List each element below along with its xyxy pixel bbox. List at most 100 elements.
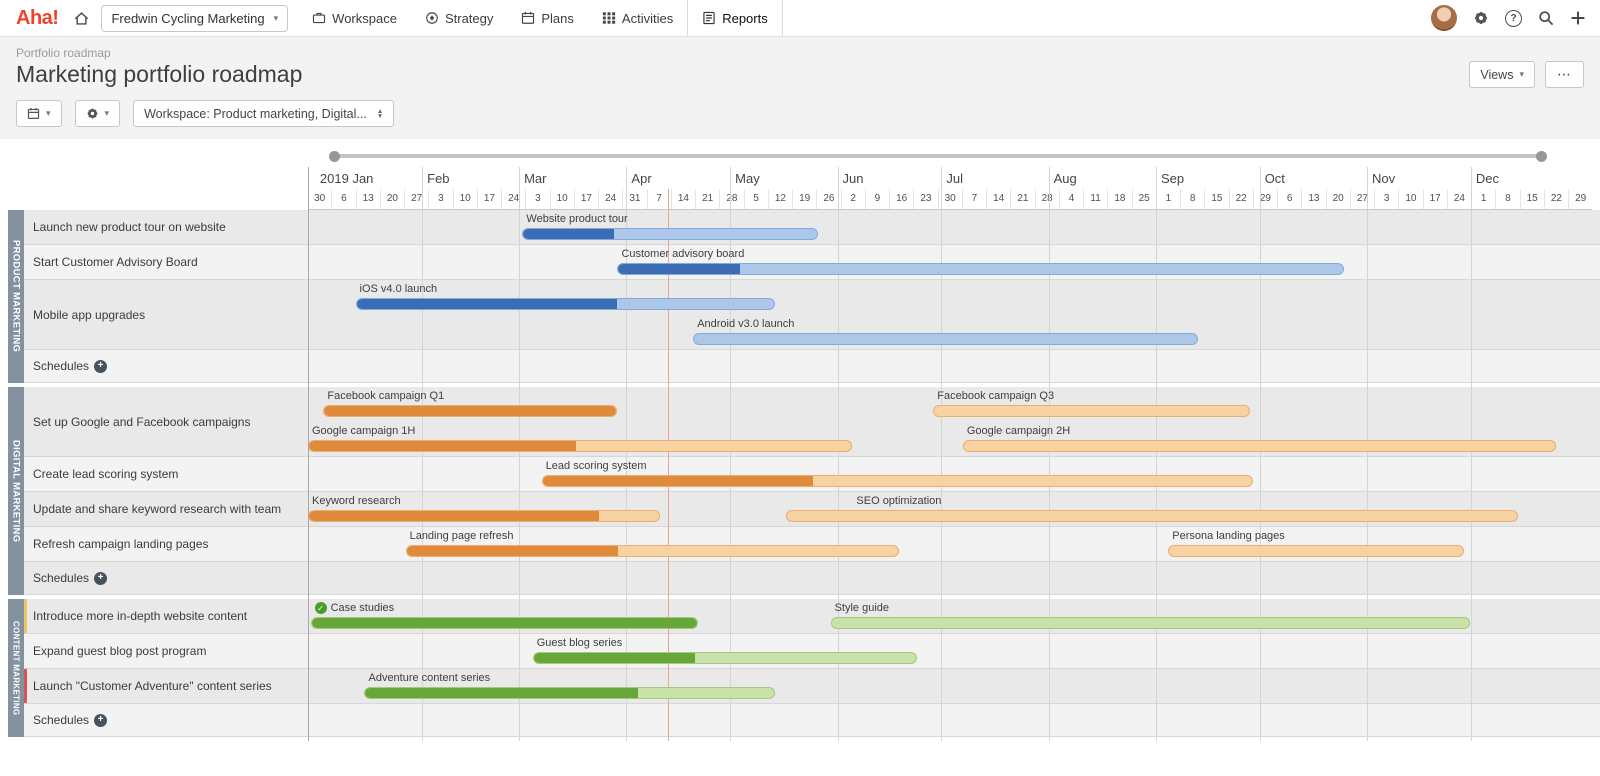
week-label: 10: [551, 189, 575, 209]
week-label: 3: [526, 189, 551, 209]
row-title-text: Start Customer Advisory Board: [33, 255, 198, 269]
bar-lane: iOS v4.0 launch: [308, 280, 1592, 315]
bar-label: Guest blog series: [537, 637, 623, 649]
user-avatar[interactable]: [1431, 5, 1457, 31]
row-title[interactable]: Launch new product tour on website: [24, 210, 308, 244]
row-title[interactable]: Expand guest blog post program: [24, 634, 308, 668]
gantt-bar[interactable]: [405, 545, 899, 557]
bar-label: Website product tour: [526, 213, 627, 225]
workspace-selector[interactable]: Fredwin Cycling Marketing ▾: [101, 4, 289, 32]
gantt-bar[interactable]: [1168, 545, 1464, 557]
breadcrumb[interactable]: Portfolio roadmap: [16, 46, 111, 60]
timeline-scrollbar[interactable]: [329, 150, 1547, 162]
schedules-label[interactable]: Schedules +: [24, 350, 308, 382]
week-label: 13: [1302, 189, 1327, 209]
week-label: 10: [1399, 189, 1424, 209]
nav-tab-plans[interactable]: Plans: [507, 0, 588, 36]
week-label: 29: [1575, 193, 1587, 204]
add-schedule-button[interactable]: +: [94, 359, 108, 373]
week-label: 20: [1327, 189, 1351, 209]
weeks-header: 30 6 13 20 27 3 10 17 24 3 10 17 24 31 7 14 21 28 5 12 19 26 2…: [308, 189, 1592, 210]
row-lanes: [308, 704, 1592, 736]
gantt-bar[interactable]: [541, 475, 1254, 487]
week-label: 13: [357, 189, 381, 209]
month-label: Feb: [427, 171, 450, 186]
nav-tab-workspace[interactable]: Workspace: [298, 0, 411, 36]
workspace-filter[interactable]: Workspace: Product marketing, Digital...…: [133, 100, 395, 127]
help-button[interactable]: ?: [1505, 9, 1522, 27]
gantt-bar[interactable]: [693, 333, 1198, 345]
section-rows: Introduce more in-depth website content ✓…: [24, 599, 1600, 737]
month-label: Nov: [1372, 171, 1396, 186]
timeline-scrollbar-left-handle[interactable]: [329, 150, 340, 162]
week-label: 14: [987, 189, 1012, 209]
gantt-bar[interactable]: [323, 405, 618, 417]
timeline-scrollbar-right-handle[interactable]: [1536, 150, 1547, 162]
row-title[interactable]: Create lead scoring system: [24, 457, 308, 491]
gantt-bar[interactable]: [785, 510, 1518, 522]
week-label: 27: [1351, 189, 1375, 209]
schedules-label[interactable]: Schedules +: [24, 562, 308, 594]
row-title[interactable]: Refresh campaign landing pages: [24, 527, 308, 561]
week-label: 4: [1060, 189, 1084, 209]
gantt-bar[interactable]: [962, 440, 1557, 452]
nav-tab-activities[interactable]: Activities: [588, 0, 687, 36]
section-rows: Launch new product tour on website Websit…: [24, 210, 1600, 383]
add-schedule-button[interactable]: +: [94, 571, 108, 585]
week-label: 22: [1230, 189, 1254, 209]
row-title[interactable]: Mobile app upgrades: [24, 280, 308, 349]
bar-lane: Android v3.0 launch: [308, 315, 1592, 350]
add-schedule-button[interactable]: +: [94, 713, 108, 727]
row-title[interactable]: Set up Google and Facebook campaigns: [24, 387, 308, 456]
more-options-button[interactable]: ⋯: [1545, 61, 1584, 88]
schedules-label[interactable]: Schedules +: [24, 704, 308, 736]
gantt-bar[interactable]: [308, 510, 660, 522]
month-label: Oct: [1264, 171, 1285, 186]
row-title[interactable]: Introduce more in-depth website content: [24, 599, 308, 633]
gantt-bar[interactable]: [308, 440, 853, 452]
gantt-bar[interactable]: [522, 228, 818, 240]
views-button[interactable]: Views ▾: [1469, 61, 1535, 88]
week-label: 28: [720, 189, 745, 209]
nav-tab-strategy[interactable]: Strategy: [411, 0, 507, 36]
row-lanes: [308, 350, 1592, 382]
week-label: 3: [1375, 189, 1400, 209]
search-icon: [1539, 11, 1554, 26]
row-title[interactable]: Launch "Customer Adventure" content seri…: [24, 669, 308, 703]
week-label: 8: [1181, 189, 1206, 209]
month-label: Mar: [524, 171, 547, 186]
gantt-bar[interactable]: [617, 263, 1345, 275]
bar-lane: Customer advisory board: [308, 245, 1592, 280]
home-button[interactable]: [74, 11, 89, 26]
chart-divider: [308, 167, 309, 741]
row-title[interactable]: Update and share keyword research with t…: [24, 492, 308, 526]
week-label: 14: [672, 189, 696, 209]
calendar-dropdown-button[interactable]: ▾: [16, 100, 62, 127]
nav-tab-label: Reports: [722, 10, 768, 26]
gantt-bar[interactable]: [532, 652, 917, 664]
gantt-bar[interactable]: [364, 687, 776, 699]
create-button[interactable]: [1570, 10, 1586, 26]
row-title[interactable]: Start Customer Advisory Board: [24, 245, 308, 279]
gantt-bar[interactable]: [310, 617, 699, 629]
calendar-icon: [27, 107, 40, 119]
row-title-text: Update and share keyword research with t…: [33, 502, 282, 516]
bar-lane: Landing page refresh Persona landing page…: [308, 527, 1592, 562]
nav-tab-reports[interactable]: Reports: [687, 0, 783, 36]
row-lanes: Lead scoring system: [308, 457, 1592, 491]
bar-label: Android v3.0 launch: [697, 318, 794, 330]
row-title-text: Introduce more in-depth website content: [33, 609, 248, 623]
bar-label-text: Customer advisory board: [621, 248, 745, 260]
section-label: CONTENT MARKETING: [8, 599, 24, 737]
bar-lane: ✓ Case studies Style guide: [308, 599, 1592, 634]
gantt-bar[interactable]: [830, 617, 1470, 629]
views-button-label: Views: [1480, 67, 1514, 82]
settings-dropdown-button[interactable]: ▾: [74, 100, 121, 127]
week-label: 6: [1278, 189, 1303, 209]
gantt-bar[interactable]: [355, 298, 776, 310]
settings-button[interactable]: [1473, 10, 1489, 26]
row-lanes: [308, 562, 1592, 594]
search-button[interactable]: [1538, 10, 1554, 26]
week-label: 27: [405, 189, 430, 209]
gantt-bar[interactable]: [933, 405, 1251, 417]
